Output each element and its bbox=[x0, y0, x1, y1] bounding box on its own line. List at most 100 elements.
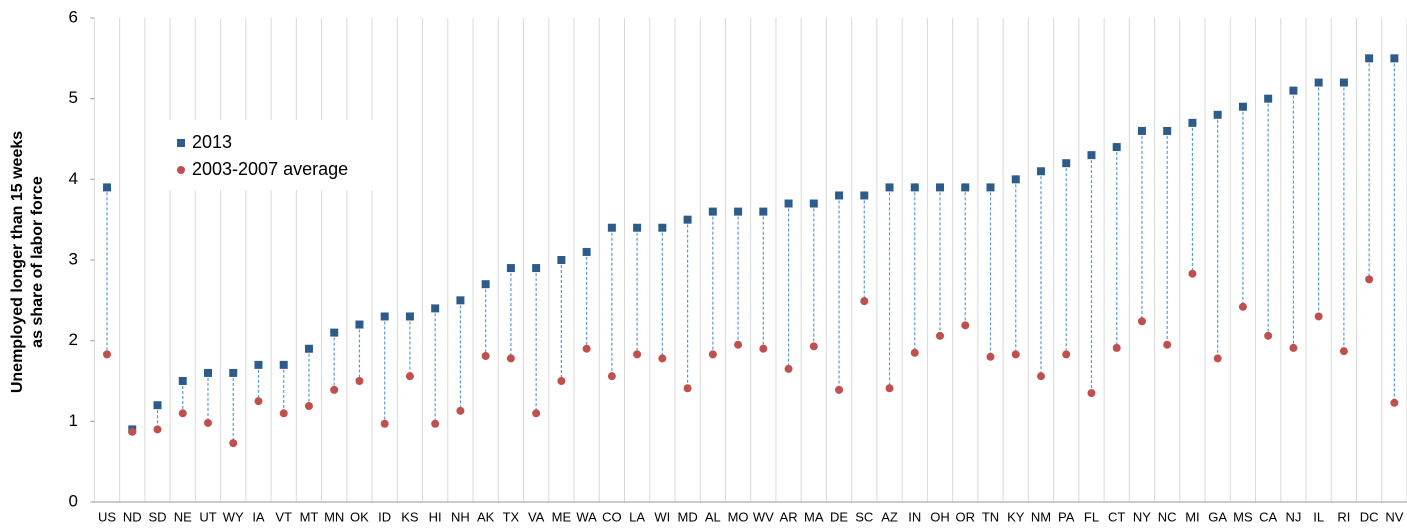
legend-marker bbox=[177, 139, 185, 147]
marker-average bbox=[178, 409, 187, 418]
x-tick-label: MD bbox=[677, 509, 697, 524]
x-tick-label: TN bbox=[982, 509, 999, 524]
marker-2013 bbox=[481, 280, 490, 289]
marker-2013 bbox=[456, 296, 465, 305]
marker-2013 bbox=[1188, 118, 1197, 127]
legend-label: 2013 bbox=[192, 132, 232, 152]
marker-2013 bbox=[1365, 54, 1374, 63]
marker-2013 bbox=[1339, 78, 1348, 87]
legend-label: 2003-2007 average bbox=[192, 159, 348, 179]
y-axis-label: Unemployed longer than 15 weeks bbox=[9, 131, 26, 393]
y-tick-label: 0 bbox=[69, 491, 78, 510]
legend: 2013 2003-2007 average bbox=[165, 120, 390, 190]
x-tick-label: NJ bbox=[1285, 509, 1301, 524]
x-tick-label: GA bbox=[1208, 509, 1227, 524]
x-tick-label: NH bbox=[451, 509, 470, 524]
x-tick-label: SC bbox=[855, 509, 873, 524]
marker-average bbox=[1339, 347, 1348, 356]
marker-average bbox=[355, 377, 364, 385]
marker-average bbox=[1390, 398, 1399, 407]
marker-average bbox=[431, 419, 440, 428]
marker-2013 bbox=[506, 264, 515, 273]
y-axis-label: as share of labor force bbox=[29, 176, 46, 348]
marker-2013 bbox=[229, 368, 238, 377]
marker-2013 bbox=[759, 207, 768, 216]
marker-2013 bbox=[809, 199, 818, 208]
marker-average bbox=[229, 439, 238, 448]
marker-2013 bbox=[633, 223, 642, 232]
marker-average bbox=[910, 348, 919, 357]
y-tick-label: 2 bbox=[69, 330, 78, 349]
marker-average bbox=[405, 372, 414, 381]
marker-average bbox=[658, 354, 667, 363]
x-tick-label: ME bbox=[552, 509, 572, 524]
marker-average bbox=[557, 377, 566, 385]
x-tick-label: DE bbox=[830, 509, 848, 524]
marker-2013 bbox=[178, 377, 187, 385]
marker-average bbox=[153, 425, 162, 434]
x-tick-label: MS bbox=[1233, 509, 1253, 524]
marker-average bbox=[1011, 350, 1020, 359]
marker-2013 bbox=[1264, 94, 1273, 103]
x-tick-label: CO bbox=[602, 509, 622, 524]
marker-2013 bbox=[1213, 110, 1222, 119]
y-tick-label: 3 bbox=[69, 249, 78, 268]
marker-average bbox=[961, 321, 970, 330]
marker-2013 bbox=[910, 183, 919, 192]
x-tick-label: OH bbox=[930, 509, 950, 524]
x-tick-label: AK bbox=[477, 509, 495, 524]
x-tick-label: IA bbox=[252, 509, 265, 524]
x-tick-label: VA bbox=[528, 509, 545, 524]
marker-average bbox=[279, 409, 288, 418]
marker-2013 bbox=[835, 191, 844, 200]
x-tick-label: FL bbox=[1084, 509, 1099, 524]
x-tick-label: CT bbox=[1108, 509, 1125, 524]
marker-2013 bbox=[103, 183, 112, 192]
x-tick-label: KY bbox=[1007, 509, 1025, 524]
marker-average bbox=[203, 418, 212, 427]
marker-2013 bbox=[532, 264, 541, 273]
marker-average bbox=[885, 384, 894, 393]
marker-average bbox=[835, 385, 844, 394]
x-tick-label: RI bbox=[1337, 509, 1350, 524]
marker-average bbox=[1238, 302, 1247, 311]
marker-average bbox=[708, 350, 717, 359]
y-tick-label: 5 bbox=[69, 88, 78, 107]
marker-2013 bbox=[405, 312, 414, 321]
marker-average bbox=[1087, 389, 1096, 398]
x-tick-label: OK bbox=[350, 509, 369, 524]
marker-2013 bbox=[1238, 102, 1247, 111]
marker-average bbox=[860, 297, 869, 306]
x-tick-label: AZ bbox=[881, 509, 898, 524]
x-tick-label: VT bbox=[275, 509, 292, 524]
marker-2013 bbox=[1163, 126, 1172, 135]
x-tick-label: ID bbox=[378, 509, 391, 524]
marker-2013 bbox=[1314, 78, 1323, 87]
marker-average bbox=[1213, 354, 1222, 363]
x-tick-label: MA bbox=[804, 509, 824, 524]
marker-average bbox=[936, 331, 945, 340]
x-tick-label: NE bbox=[174, 509, 192, 524]
marker-average bbox=[1314, 312, 1323, 321]
x-tick-label: WI bbox=[654, 509, 670, 524]
x-tick-label: ND bbox=[123, 509, 142, 524]
marker-2013 bbox=[431, 304, 440, 313]
marker-average bbox=[1036, 372, 1045, 381]
marker-average bbox=[304, 402, 313, 411]
x-tick-label: AR bbox=[780, 509, 798, 524]
x-tick-label: US bbox=[98, 509, 116, 524]
marker-2013 bbox=[380, 312, 389, 321]
marker-average bbox=[1365, 275, 1374, 284]
marker-average bbox=[809, 342, 818, 351]
marker-2013 bbox=[658, 223, 667, 232]
y-tick-label: 4 bbox=[69, 169, 78, 188]
marker-2013 bbox=[607, 223, 616, 232]
marker-average bbox=[1137, 317, 1146, 326]
marker-2013 bbox=[708, 207, 717, 216]
marker-2013 bbox=[860, 191, 869, 200]
x-tick-label: NM bbox=[1031, 509, 1051, 524]
marker-average bbox=[1264, 331, 1273, 340]
marker-average bbox=[330, 385, 339, 394]
x-tick-label: LA bbox=[629, 509, 645, 524]
